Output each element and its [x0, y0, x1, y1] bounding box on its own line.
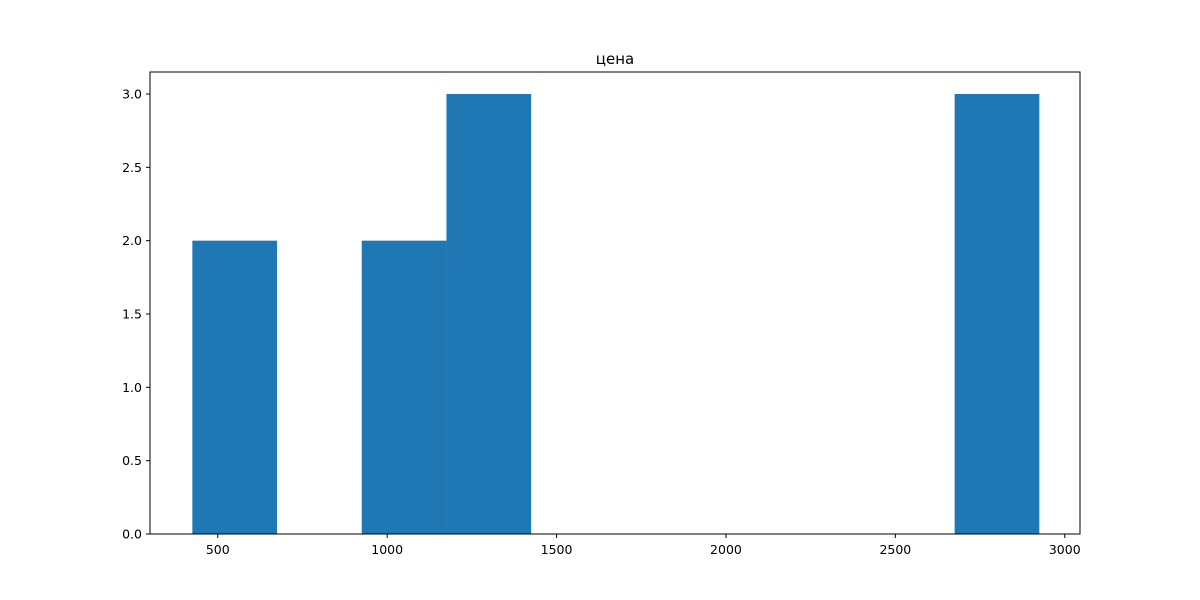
- x-tick-label: 2500: [879, 542, 911, 557]
- x-tick-label: 1000: [371, 542, 403, 557]
- y-tick-label: 1.5: [122, 307, 142, 322]
- histogram-bar-9: [954, 94, 1040, 534]
- bars-layer: [192, 94, 1040, 535]
- x-tick-label: 500: [206, 542, 230, 557]
- plot-frame: [149, 71, 1081, 535]
- y-tick-label: 2.0: [122, 233, 142, 248]
- axes-layer: 500 1000 1500 2000 2500 3000 0.0 0.5 1.0 1.5 2.0 2.…: [122, 87, 1081, 558]
- y-tick-label: 0.5: [122, 453, 142, 468]
- histogram-bar-3: [446, 94, 532, 534]
- chart-title: цена: [596, 50, 634, 68]
- y-tick-label: 1.0: [122, 380, 142, 395]
- x-tick-label: 1500: [541, 542, 573, 557]
- y-tick-label: 3.0: [122, 87, 142, 102]
- x-tick-label: 3000: [1049, 542, 1081, 557]
- x-tick-label: 2000: [710, 542, 742, 557]
- histogram-bar-0: [192, 240, 278, 535]
- y-tick-label: 0.0: [122, 527, 142, 542]
- y-tick-label: 2.5: [122, 160, 142, 175]
- histogram-bar-2: [361, 240, 447, 535]
